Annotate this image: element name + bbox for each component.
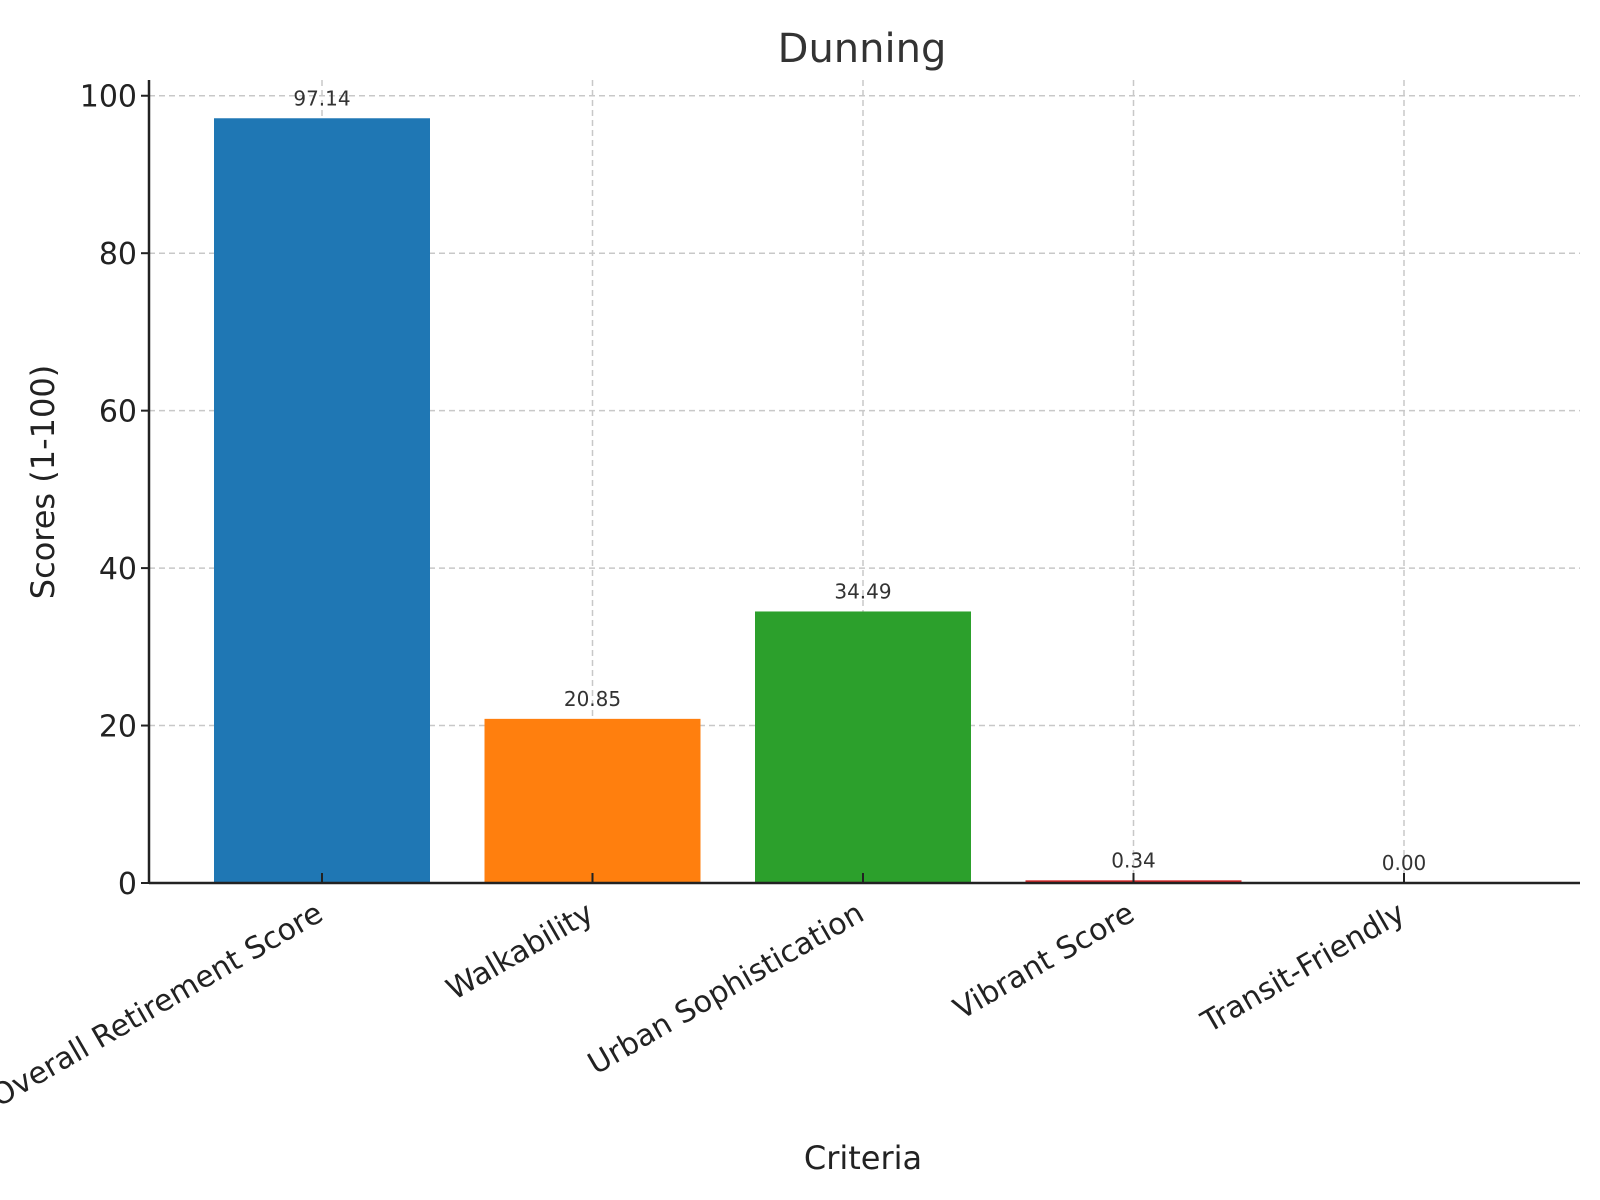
y-tick-label: 60 bbox=[99, 395, 137, 430]
bar-value-label: 0.00 bbox=[1382, 851, 1427, 875]
x-tick-label: Overall Retirement Score bbox=[0, 896, 329, 1115]
y-tick-label: 20 bbox=[99, 710, 137, 745]
x-axis-label: Criteria bbox=[804, 1139, 922, 1177]
bar-value-label: 97.14 bbox=[293, 86, 350, 110]
y-tick-label: 0 bbox=[118, 867, 137, 902]
x-tick-label: Urban Sophistication bbox=[582, 896, 870, 1082]
y-tick-label: 80 bbox=[99, 237, 137, 272]
data-labels-layer: 97.14 20.85 34.49 0.34 0.00 bbox=[293, 86, 1426, 875]
bar bbox=[484, 718, 701, 883]
x-tick-label: Transit-Friendly bbox=[1195, 896, 1411, 1041]
bar bbox=[214, 118, 430, 883]
y-ticks-layer: 0 20 40 60 80 100 bbox=[80, 80, 149, 902]
y-tick-label: 40 bbox=[99, 552, 137, 587]
y-tick-label: 100 bbox=[80, 80, 137, 115]
chart-title: Dunning bbox=[778, 26, 947, 72]
bars-layer bbox=[214, 118, 1242, 883]
x-ticks-layer: Overall Retirement Score WalkabilityUrban… bbox=[0, 873, 1411, 1114]
bar-value-label: 20.85 bbox=[564, 687, 621, 711]
y-axis-label: Scores (1-100) bbox=[24, 365, 62, 599]
x-tick-label: Vibrant Score bbox=[948, 896, 1141, 1027]
bar bbox=[755, 611, 971, 883]
bar-value-label: 0.34 bbox=[1111, 848, 1156, 872]
bar-value-label: 34.49 bbox=[834, 579, 891, 603]
x-tick-label: Walkability bbox=[441, 896, 600, 1008]
